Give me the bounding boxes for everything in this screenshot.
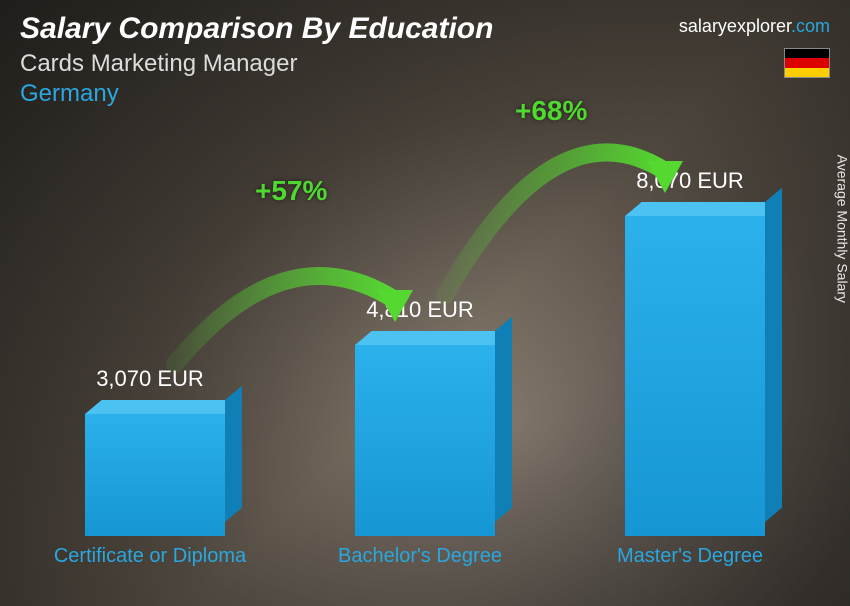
- increase-badge-0: +57%: [255, 175, 327, 207]
- y-axis-label: Average Monthly Salary: [834, 155, 850, 303]
- country-label: Germany: [20, 80, 830, 108]
- brand-link[interactable]: salaryexplorer.com: [679, 16, 830, 37]
- germany-flag-icon: [784, 48, 830, 78]
- brand-tld: .com: [791, 16, 830, 36]
- brand-name: salaryexplorer: [679, 16, 791, 36]
- job-subtitle: Cards Marketing Manager: [20, 50, 830, 78]
